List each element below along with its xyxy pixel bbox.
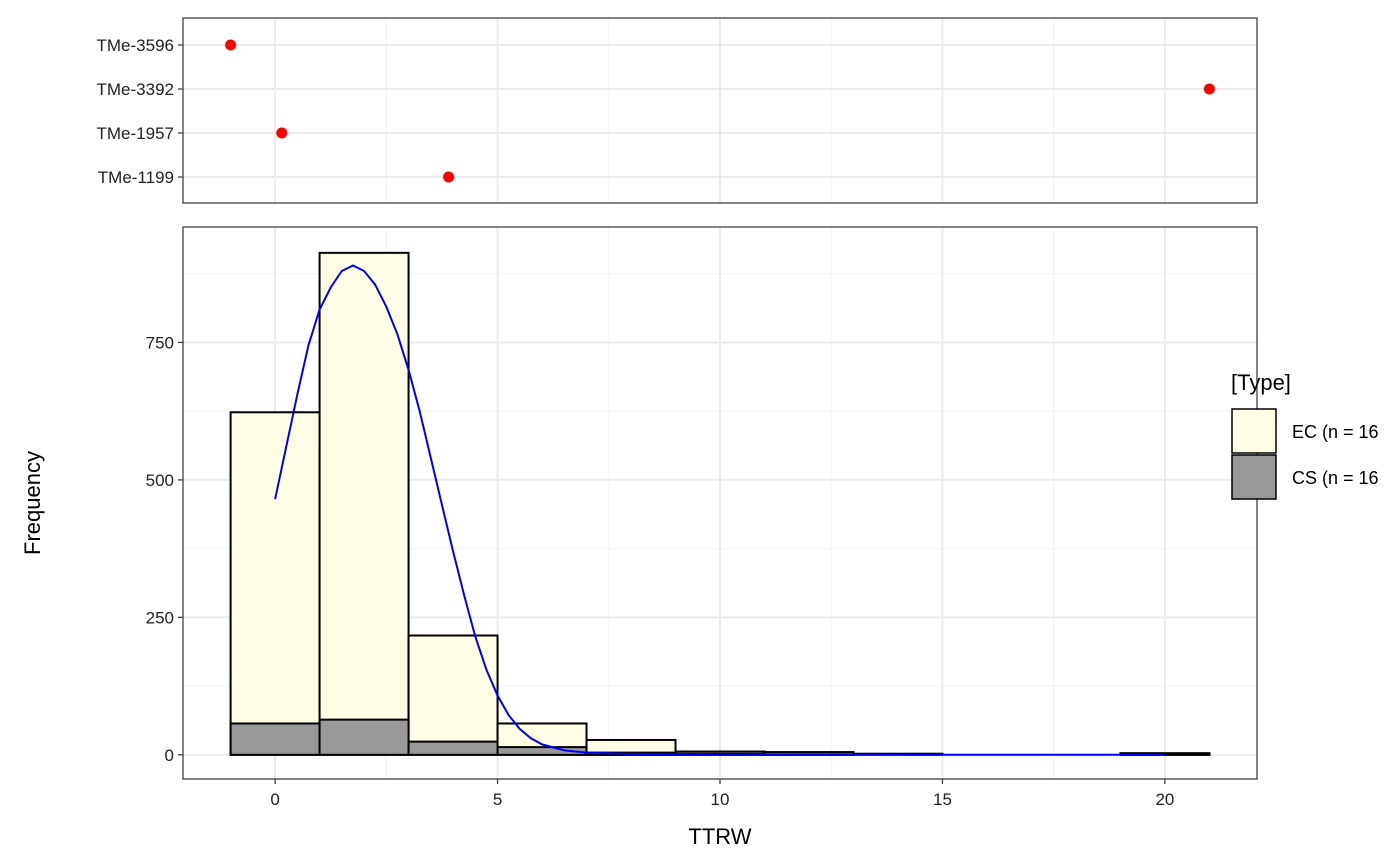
y-axis: 0 250 500 750 bbox=[146, 333, 183, 765]
x-axis: 0 5 10 15 20 bbox=[270, 779, 1174, 809]
ec-bar-2 bbox=[407, 634, 499, 756]
legend: [Type] EC (n = 16 CS (n = 16 bbox=[1231, 370, 1379, 500]
x-tick-label: 10 bbox=[711, 790, 730, 809]
bottom-panel: 0 250 500 750 0 5 10 15 20 bbox=[146, 226, 1258, 809]
y-tick-label: 750 bbox=[146, 333, 174, 352]
ec-bar-1 bbox=[318, 251, 410, 756]
legend-key-ec bbox=[1231, 408, 1277, 454]
x-tick-label: 5 bbox=[493, 790, 502, 809]
top-panel-y-axis: TMe-3596 TMe-3392 TMe-1957 TMe-1199 bbox=[97, 36, 183, 187]
top-panel-points bbox=[225, 39, 1215, 183]
y-tick-label: 500 bbox=[146, 471, 174, 490]
x-tick-label: 15 bbox=[933, 790, 952, 809]
cs-bars bbox=[229, 718, 1211, 756]
top-y-tick-label: TMe-3392 bbox=[97, 80, 174, 99]
cs-bar-0 bbox=[229, 722, 321, 756]
top-panel: TMe-3596 TMe-3392 TMe-1957 TMe-1199 bbox=[97, 17, 1258, 204]
x-axis-title: TTRW bbox=[688, 824, 751, 849]
y-tick-label: 250 bbox=[146, 608, 174, 627]
density-curve bbox=[274, 264, 1165, 756]
point-TMe-1957 bbox=[276, 127, 288, 139]
top-panel-grid bbox=[183, 18, 1257, 203]
legend-label-ec: EC (n = 16 bbox=[1292, 422, 1379, 442]
top-panel-border bbox=[182, 17, 1258, 204]
cs-bar-2 bbox=[407, 740, 499, 756]
y-tick-label: 0 bbox=[165, 746, 174, 765]
x-tick-label: 0 bbox=[270, 790, 279, 809]
top-y-tick-label: TMe-1199 bbox=[98, 168, 174, 187]
point-TMe-3392 bbox=[1203, 83, 1215, 95]
ec-bar-0 bbox=[229, 411, 321, 756]
y-axis-title: Frequency bbox=[20, 451, 45, 555]
point-TMe-3596 bbox=[225, 39, 237, 51]
legend-title: [Type] bbox=[1231, 370, 1291, 395]
top-y-tick-label: TMe-1957 bbox=[97, 124, 174, 143]
top-y-tick-label: TMe-3596 bbox=[97, 36, 174, 55]
point-TMe-1199 bbox=[443, 171, 455, 183]
legend-label-cs: CS (n = 16 bbox=[1292, 468, 1379, 488]
x-tick-label: 20 bbox=[1155, 790, 1174, 809]
cs-bar-1 bbox=[318, 718, 410, 756]
legend-key-cs bbox=[1231, 454, 1277, 500]
cs-bar-3 bbox=[496, 746, 588, 756]
